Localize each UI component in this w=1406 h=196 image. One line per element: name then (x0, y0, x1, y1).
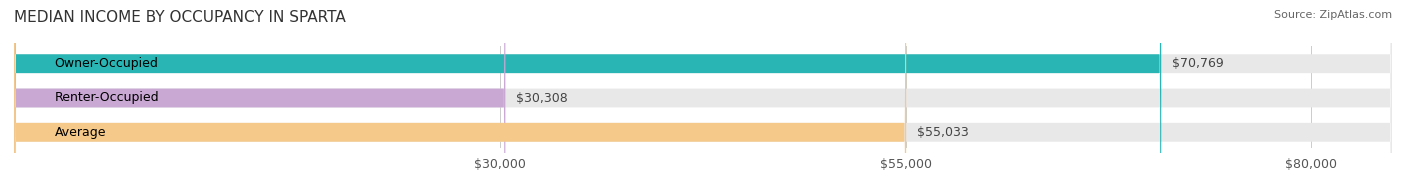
FancyBboxPatch shape (14, 0, 905, 196)
Text: Source: ZipAtlas.com: Source: ZipAtlas.com (1274, 10, 1392, 20)
Text: MEDIAN INCOME BY OCCUPANCY IN SPARTA: MEDIAN INCOME BY OCCUPANCY IN SPARTA (14, 10, 346, 25)
FancyBboxPatch shape (14, 0, 1392, 196)
Text: $70,769: $70,769 (1173, 57, 1225, 70)
FancyBboxPatch shape (14, 0, 1392, 196)
FancyBboxPatch shape (14, 0, 505, 196)
Text: Renter-Occupied: Renter-Occupied (55, 92, 159, 104)
Text: Average: Average (55, 126, 105, 139)
Text: $55,033: $55,033 (917, 126, 969, 139)
Text: $30,308: $30,308 (516, 92, 568, 104)
FancyBboxPatch shape (14, 0, 1392, 196)
FancyBboxPatch shape (14, 0, 1161, 196)
Text: Owner-Occupied: Owner-Occupied (55, 57, 159, 70)
